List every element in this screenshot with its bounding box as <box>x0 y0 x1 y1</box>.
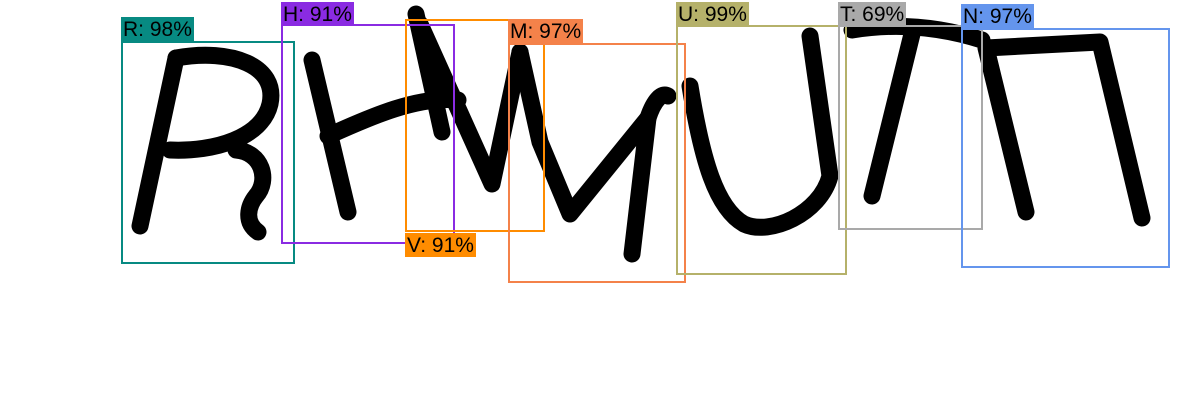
detection-label-r: R: 98% <box>121 17 194 41</box>
detection-label-n: N: 97% <box>961 4 1034 28</box>
detection-label-m: M: 97% <box>508 19 584 43</box>
detection-box-h <box>281 24 455 244</box>
detection-box-v <box>405 19 545 232</box>
detection-box-t <box>838 25 983 230</box>
detection-box-n <box>961 28 1170 268</box>
detection-label-t: T: 69% <box>838 2 907 26</box>
detection-label-v: V: 91% <box>405 233 476 257</box>
detection-label-u: U: 99% <box>676 2 749 26</box>
detection-label-h: H: 91% <box>281 2 354 26</box>
detection-box-u <box>676 25 847 275</box>
detection-box-m <box>508 43 686 283</box>
detection-box-r <box>121 41 295 264</box>
